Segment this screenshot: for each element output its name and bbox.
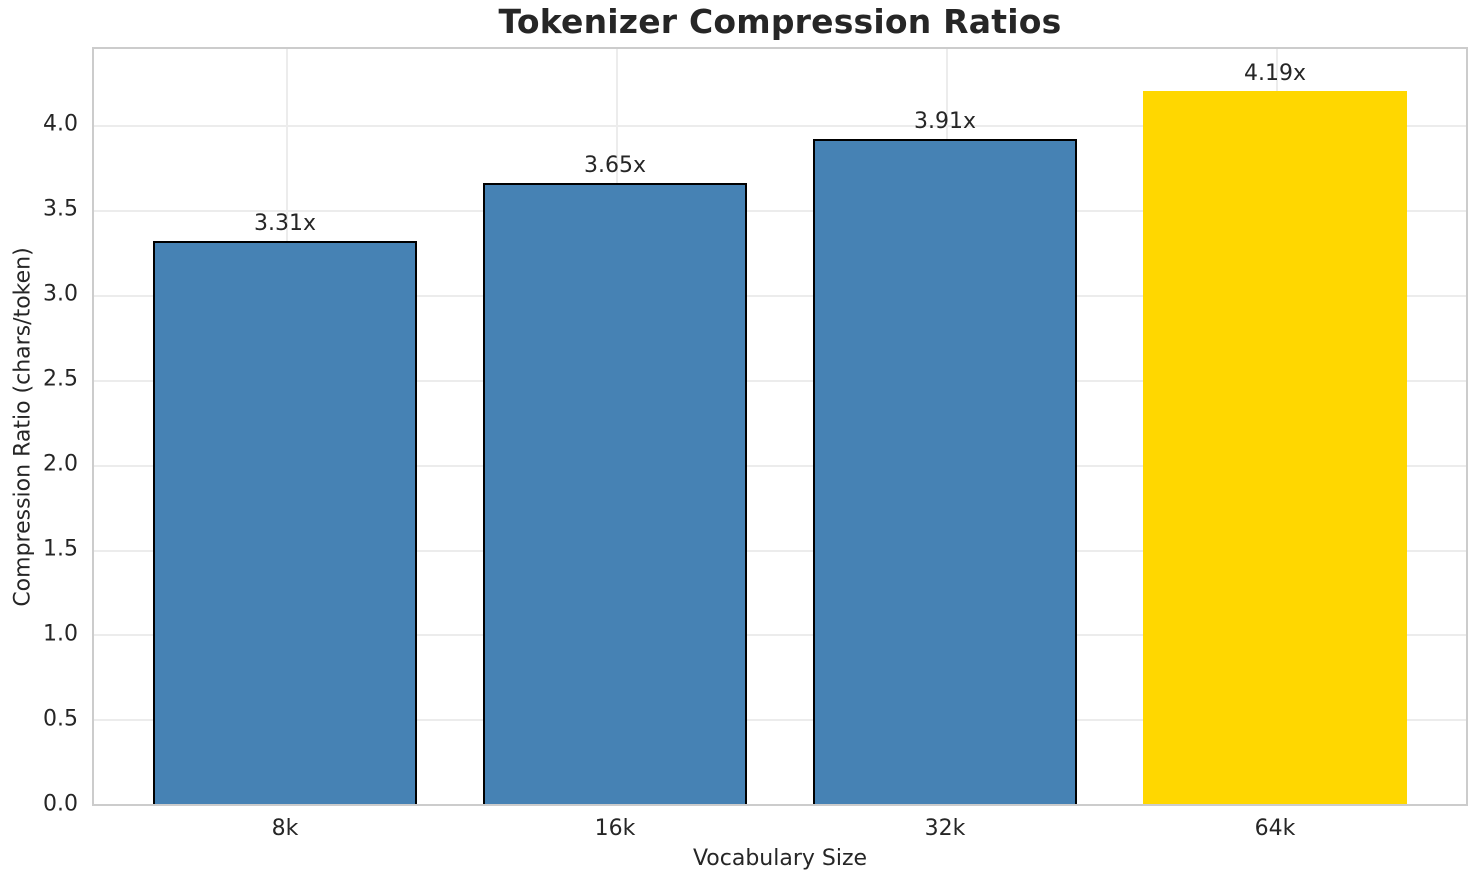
y-tick-label: 3.0 (43, 281, 78, 307)
x-axis-label: Vocabulary Size (692, 846, 868, 871)
h-gridline (94, 719, 1466, 721)
x-tick-label: 8k (271, 816, 299, 841)
y-tick-label: 1.5 (43, 536, 78, 562)
h-gridline (94, 125, 1466, 127)
bar-value-label: 3.91x (913, 109, 977, 134)
y-tick-label: 3.5 (43, 196, 78, 222)
bar-32k (813, 139, 1077, 804)
y-tick-label: 2.5 (43, 366, 78, 392)
bar-value-label: 3.65x (583, 153, 647, 178)
chart-title: Tokenizer Compression Ratios (498, 2, 1062, 41)
y-tick-label: 2.0 (43, 451, 78, 477)
y-tick-label: 0.5 (43, 706, 78, 732)
bar-8k (153, 241, 417, 804)
x-tick-label: 32k (924, 816, 966, 841)
plot-area: 3.31x 3.65x 3.91x 4.19x (92, 47, 1468, 806)
bar-64k (1143, 91, 1407, 804)
y-tick-label: 1.0 (43, 621, 78, 647)
h-gridline (94, 550, 1466, 552)
y-tick-label: 4.0 (43, 111, 78, 137)
h-gridline (94, 465, 1466, 467)
h-gridline (94, 295, 1466, 297)
h-gridline (94, 380, 1466, 382)
x-tick-label: 64k (1254, 816, 1296, 841)
y-tick-label: 0.0 (43, 791, 78, 817)
bar-value-label: 3.31x (253, 211, 317, 236)
h-gridline (94, 210, 1466, 212)
h-gridline (94, 634, 1466, 636)
bar-value-label: 4.19x (1243, 61, 1307, 86)
bar-16k (483, 183, 747, 804)
x-tick-label: 16k (594, 816, 636, 841)
